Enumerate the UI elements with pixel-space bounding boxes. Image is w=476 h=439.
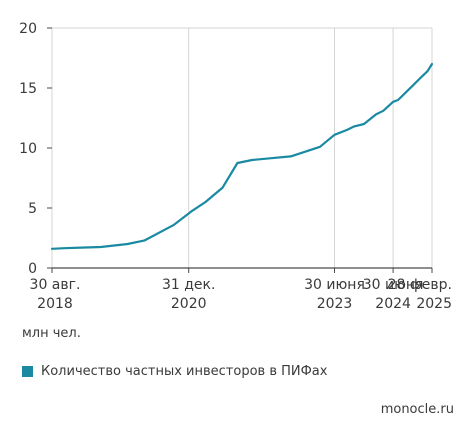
legend: Количество частных инвесторов в ПИФах [22, 364, 327, 379]
x-axis-ticks: 30 авг. 2018 31 дек. 2020 30 июня 2023 30 июня… [30, 268, 452, 312]
grid-lines [51, 27, 433, 269]
x-tick-label-0-line2: 2018 [37, 296, 73, 312]
x-tick-label-4-line2: 2025 [416, 296, 452, 312]
x-tick-label-4-line1: 28 февр. [388, 277, 452, 293]
x-tick-label-1-line2: 2020 [171, 296, 207, 312]
x-tick-label-2-line2: 2023 [317, 296, 353, 312]
y-axis-ticks: 0 5 10 15 20 [19, 21, 52, 277]
x-tick-label-3-line2: 2024 [375, 296, 411, 312]
y-tick-label-5: 5 [28, 201, 37, 217]
unit-label: млн чел. [22, 326, 81, 341]
line-chart: 0 5 10 15 20 30 авг. 2018 31 дек. 2020 30 июня 20… [19, 21, 452, 312]
x-tick-label-0-line1: 30 авг. [30, 277, 81, 293]
x-tick-label-2-line1: 30 июня [304, 277, 365, 293]
y-tick-label-15: 15 [19, 81, 37, 97]
series-group [50, 62, 434, 250]
x-tick-label-3-line1: 30 июня [363, 277, 424, 293]
y-tick-label-20: 20 [19, 21, 37, 37]
y-tick-label-10: 10 [19, 141, 37, 157]
source-label: monocle.ru [380, 402, 454, 417]
legend-label: Количество частных инвесторов в ПИФах [41, 364, 328, 379]
x-tick-label-1-line1: 31 дек. [162, 277, 215, 293]
series-line-0 [50, 62, 434, 250]
legend-swatch [22, 366, 33, 377]
y-tick-label-0: 0 [28, 261, 37, 277]
